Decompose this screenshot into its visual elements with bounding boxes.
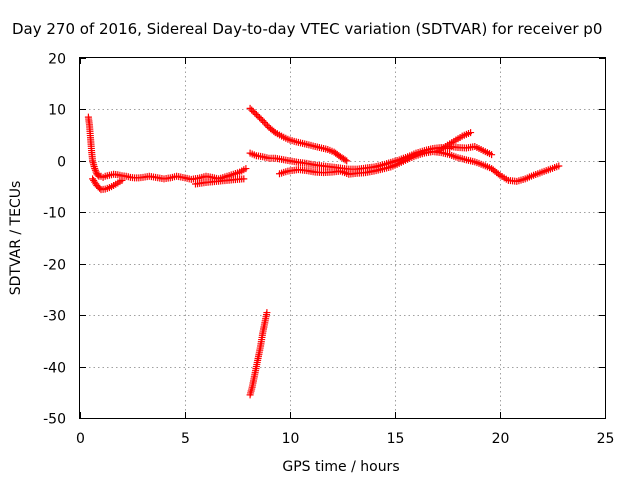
data-point <box>248 106 256 114</box>
y-tick-label: -50 <box>43 412 66 428</box>
data-point <box>343 157 351 165</box>
grid <box>80 58 605 418</box>
data-point <box>262 120 270 128</box>
data-point <box>263 122 271 130</box>
data-point <box>91 166 99 174</box>
data-point <box>96 184 104 192</box>
series-8 <box>246 309 271 399</box>
y-tick-label: 20 <box>48 52 66 68</box>
axis-ticks: 0 5 10 15 20 25 20 10 0 -10 -20 -30 -40 -50 <box>43 52 614 448</box>
y-tick-label: -10 <box>43 206 66 222</box>
data-point <box>467 129 475 137</box>
data-point <box>256 114 264 122</box>
x-tick-label: 25 <box>597 431 615 447</box>
data-point <box>494 170 502 178</box>
data-point <box>91 165 99 173</box>
data-point <box>249 107 257 115</box>
chart-title: Day 270 of 2016, Sidereal Day-to-day VTE… <box>12 20 602 38</box>
y-tick-label: -40 <box>43 361 66 377</box>
data-point <box>254 112 262 120</box>
data-point <box>259 117 267 125</box>
data-point <box>260 118 268 126</box>
series-6 <box>433 129 475 156</box>
data-point <box>240 175 248 183</box>
data-point <box>252 111 260 119</box>
y-tick-label: 0 <box>57 155 66 171</box>
y-tick-label: -30 <box>43 309 66 325</box>
y-tick-label: -20 <box>43 258 66 274</box>
x-axis-title: GPS time / hours <box>282 459 399 475</box>
data-points <box>84 104 563 399</box>
data-point <box>270 127 278 135</box>
data-point <box>118 176 126 184</box>
x-tick-label: 10 <box>282 431 300 447</box>
data-point <box>488 151 496 159</box>
series-0 <box>84 113 250 183</box>
data-point <box>341 156 349 164</box>
series-1 <box>89 175 126 194</box>
plot-frame <box>79 57 606 419</box>
series-4 <box>246 143 454 173</box>
data-point <box>94 171 102 179</box>
x-tick-label: 5 <box>181 431 190 447</box>
series-7 <box>446 142 496 159</box>
data-point <box>242 165 250 173</box>
data-point <box>555 162 563 170</box>
series-3 <box>246 104 351 165</box>
series-2 <box>192 175 248 188</box>
data-point <box>257 115 265 123</box>
x-tick-label: 0 <box>76 431 85 447</box>
y-tick-label: 10 <box>48 103 66 119</box>
x-tick-label: 15 <box>387 431 405 447</box>
data-point <box>263 309 271 317</box>
data-point <box>251 109 259 117</box>
data-point <box>246 104 254 112</box>
y-axis-title: SDTVAR / TECUs <box>8 181 24 296</box>
x-tick-label: 20 <box>492 431 510 447</box>
